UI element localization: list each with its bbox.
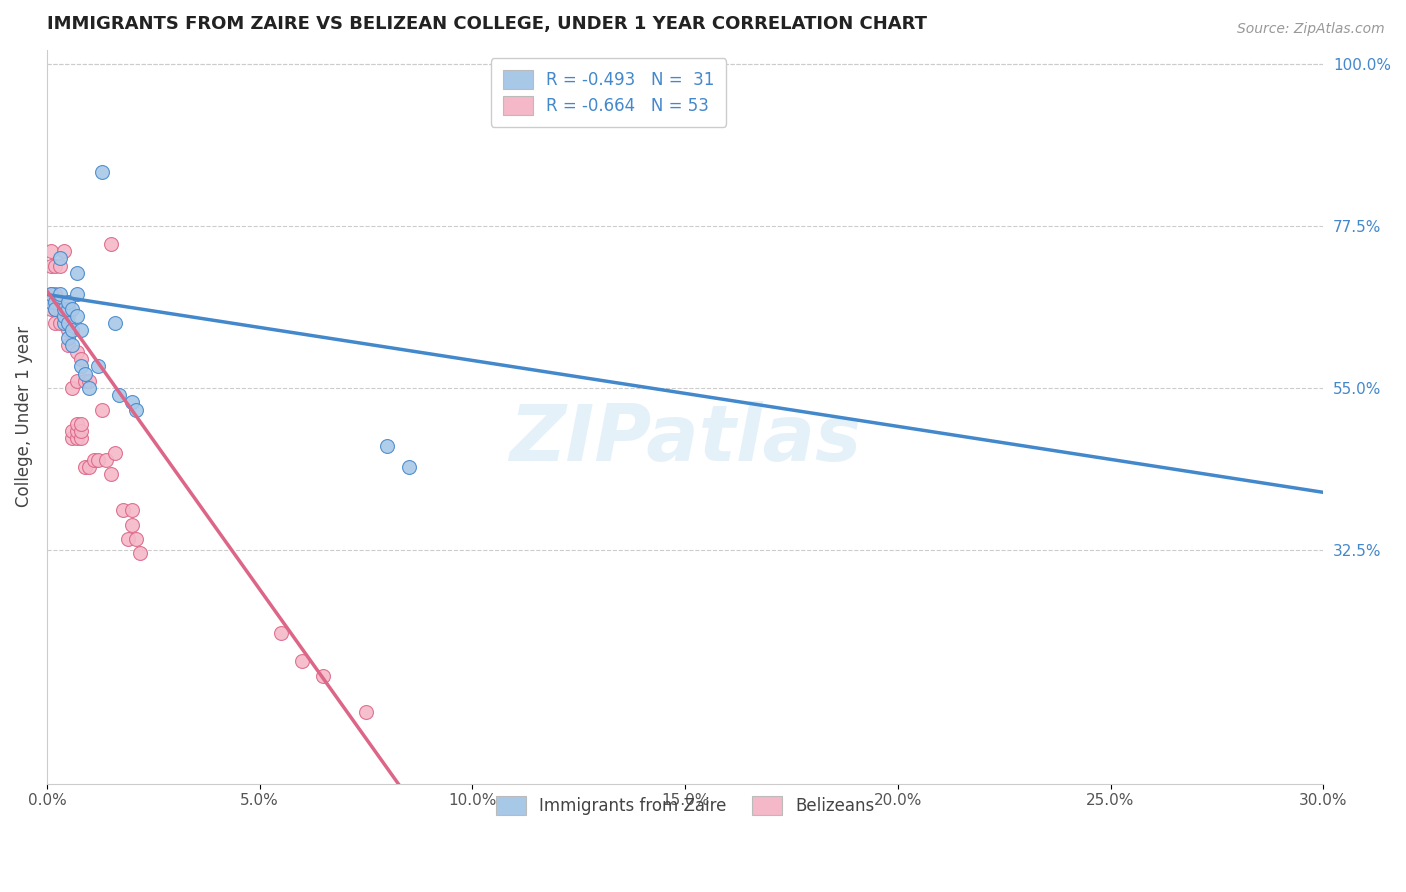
Point bbox=[87, 453, 110, 467]
Point bbox=[79, 460, 101, 475]
Point bbox=[70, 323, 93, 337]
Point bbox=[312, 669, 335, 683]
Text: Source: ZipAtlas.com: Source: ZipAtlas.com bbox=[1237, 22, 1385, 37]
Point bbox=[52, 301, 75, 316]
Point bbox=[39, 294, 62, 309]
Point bbox=[121, 503, 143, 517]
Point bbox=[56, 294, 79, 309]
Point bbox=[66, 424, 89, 438]
Point bbox=[56, 316, 79, 330]
Point bbox=[56, 301, 79, 316]
Point bbox=[70, 359, 93, 374]
Point bbox=[83, 453, 105, 467]
Point bbox=[56, 301, 79, 316]
Text: IMMIGRANTS FROM ZAIRE VS BELIZEAN COLLEGE, UNDER 1 YEAR CORRELATION CHART: IMMIGRANTS FROM ZAIRE VS BELIZEAN COLLEG… bbox=[46, 15, 927, 33]
Point bbox=[62, 301, 84, 316]
Point bbox=[52, 309, 75, 323]
Point bbox=[62, 381, 84, 395]
Point bbox=[104, 446, 127, 460]
Point bbox=[354, 705, 377, 719]
Point bbox=[52, 309, 75, 323]
Point bbox=[56, 338, 79, 352]
Point bbox=[112, 503, 135, 517]
Point bbox=[62, 431, 84, 445]
Point bbox=[125, 402, 148, 417]
Point bbox=[52, 294, 75, 309]
Point bbox=[39, 287, 62, 301]
Point bbox=[48, 316, 70, 330]
Point bbox=[91, 165, 114, 179]
Point bbox=[52, 244, 75, 259]
Point bbox=[44, 301, 66, 316]
Point bbox=[75, 367, 97, 381]
Point bbox=[79, 381, 101, 395]
Point bbox=[56, 309, 79, 323]
Point bbox=[125, 532, 148, 546]
Y-axis label: College, Under 1 year: College, Under 1 year bbox=[15, 326, 32, 508]
Point bbox=[75, 460, 97, 475]
Point bbox=[39, 301, 62, 316]
Point bbox=[100, 467, 122, 482]
Point bbox=[121, 517, 143, 532]
Point bbox=[44, 294, 66, 309]
Point bbox=[56, 323, 79, 337]
Point bbox=[62, 338, 84, 352]
Point bbox=[96, 453, 118, 467]
Text: ZIPatlas: ZIPatlas bbox=[509, 401, 862, 477]
Point bbox=[66, 345, 89, 359]
Point bbox=[398, 460, 420, 475]
Point bbox=[108, 388, 131, 402]
Point bbox=[62, 424, 84, 438]
Point bbox=[66, 309, 89, 323]
Point bbox=[39, 244, 62, 259]
Point bbox=[44, 301, 66, 316]
Point bbox=[48, 259, 70, 273]
Point bbox=[52, 301, 75, 316]
Point bbox=[44, 287, 66, 301]
Point bbox=[100, 237, 122, 252]
Point bbox=[48, 287, 70, 301]
Point bbox=[117, 532, 139, 546]
Point bbox=[121, 395, 143, 409]
Point bbox=[70, 431, 93, 445]
Point bbox=[375, 439, 398, 453]
Point bbox=[39, 287, 62, 301]
Point bbox=[70, 352, 93, 367]
Point bbox=[48, 301, 70, 316]
Point bbox=[62, 323, 84, 337]
Point bbox=[66, 417, 89, 431]
Point bbox=[44, 259, 66, 273]
Point bbox=[70, 417, 93, 431]
Point bbox=[44, 316, 66, 330]
Point bbox=[87, 359, 110, 374]
Point bbox=[75, 374, 97, 388]
Point bbox=[79, 374, 101, 388]
Point bbox=[48, 252, 70, 266]
Point bbox=[66, 431, 89, 445]
Point bbox=[66, 266, 89, 280]
Point bbox=[104, 316, 127, 330]
Point bbox=[39, 259, 62, 273]
Point bbox=[270, 625, 292, 640]
Point bbox=[56, 294, 79, 309]
Point bbox=[56, 331, 79, 345]
Point bbox=[66, 287, 89, 301]
Point bbox=[291, 654, 314, 668]
Point bbox=[91, 402, 114, 417]
Legend: Immigrants from Zaire, Belizeans: Immigrants from Zaire, Belizeans bbox=[484, 784, 886, 827]
Point bbox=[129, 547, 152, 561]
Point bbox=[70, 424, 93, 438]
Point bbox=[66, 374, 89, 388]
Point bbox=[52, 316, 75, 330]
